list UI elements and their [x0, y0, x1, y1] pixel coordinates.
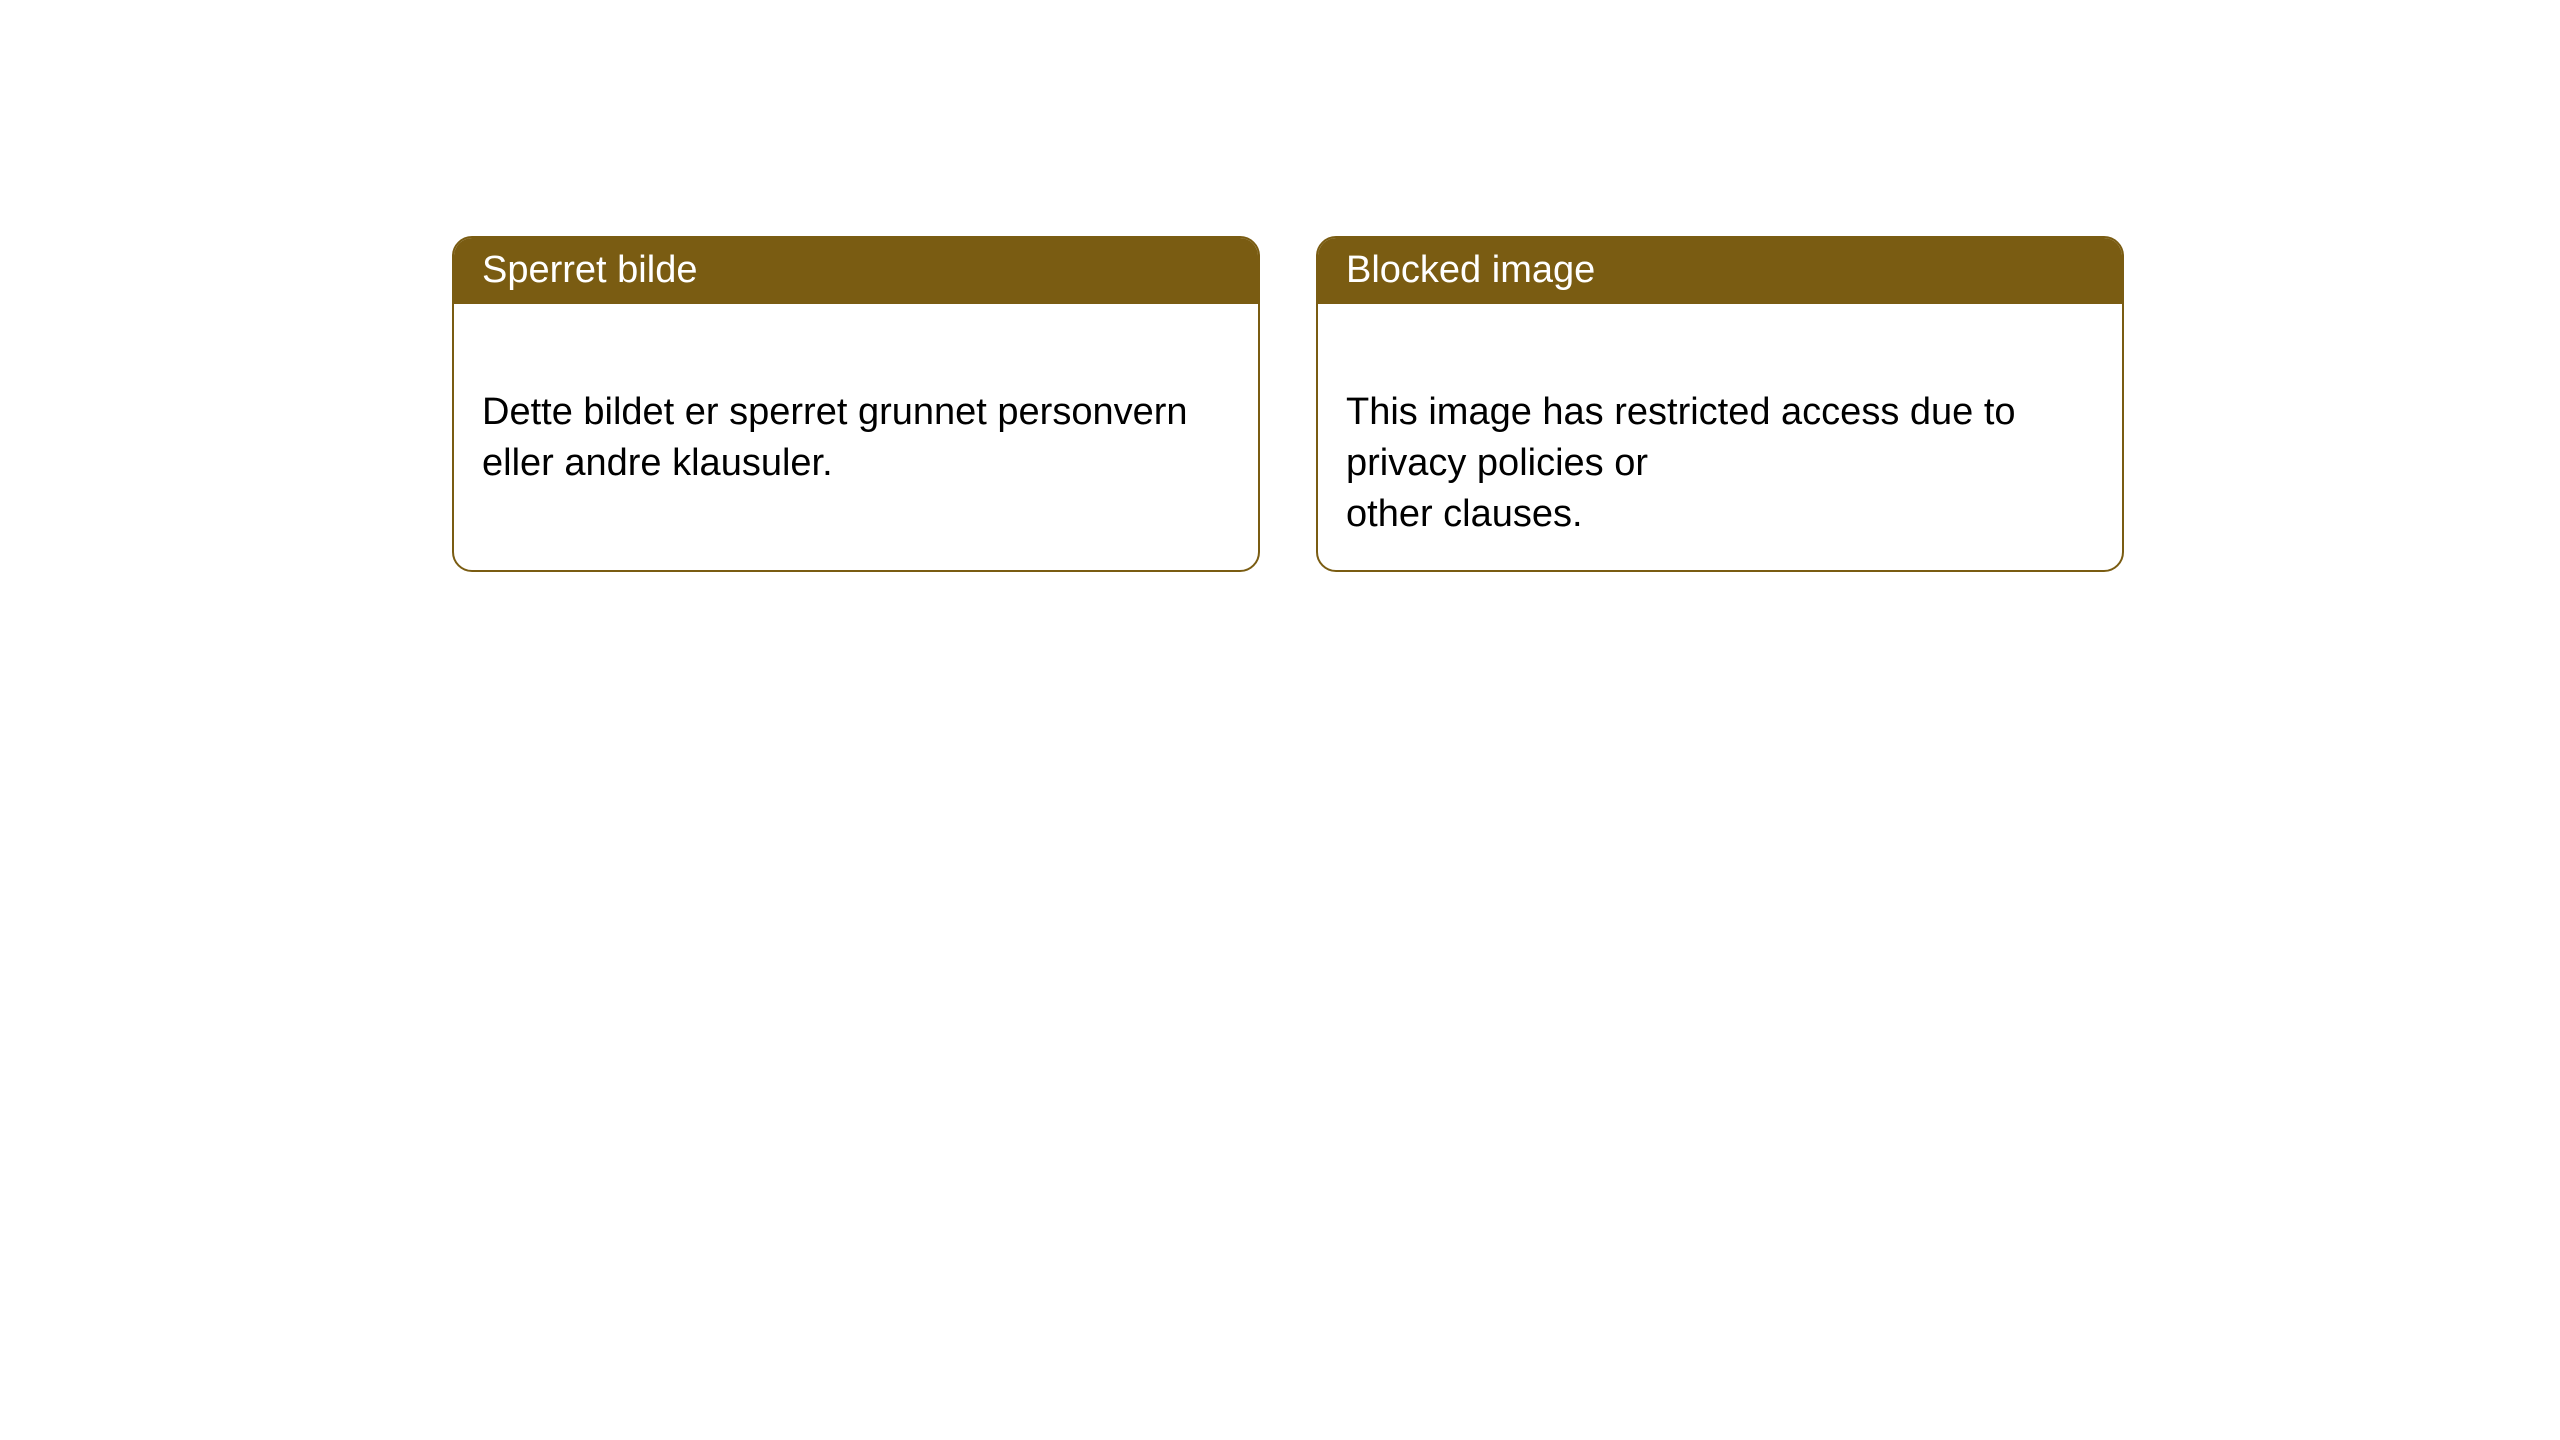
notice-header: Blocked image: [1318, 238, 2122, 304]
notice-body: This image has restricted access due to …: [1318, 304, 2122, 572]
notice-title: Sperret bilde: [482, 249, 697, 291]
notice-body: Dette bildet er sperret grunnet personve…: [454, 304, 1258, 522]
notice-title: Blocked image: [1346, 249, 1595, 291]
notice-body-text: This image has restricted access due to …: [1346, 391, 2016, 536]
notice-body-text: Dette bildet er sperret grunnet personve…: [482, 391, 1188, 484]
notice-box-english: Blocked image This image has restricted …: [1316, 236, 2124, 572]
notice-header: Sperret bilde: [454, 238, 1258, 304]
notice-container: Sperret bilde Dette bildet er sperret gr…: [0, 0, 2560, 572]
notice-box-norwegian: Sperret bilde Dette bildet er sperret gr…: [452, 236, 1260, 572]
